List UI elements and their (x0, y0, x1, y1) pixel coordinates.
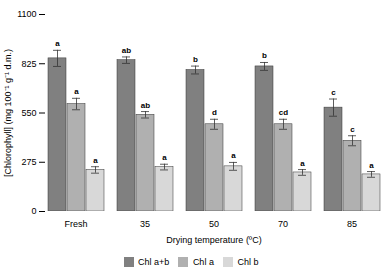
svg-text:85: 85 (347, 219, 357, 229)
svg-text:b: b (262, 51, 267, 60)
svg-text:c: c (331, 88, 336, 97)
svg-text:0: 0 (31, 206, 36, 216)
html-text:Chl b: Chl b (237, 256, 259, 267)
svg-text:a: a (300, 159, 305, 168)
svg-text:Drying temperature (ºC): Drying temperature (ºC) (166, 235, 261, 245)
svg-text:b: b (193, 55, 198, 64)
svg-text:ab: ab (122, 46, 131, 55)
svg-text:35: 35 (140, 219, 150, 229)
svg-text:a: a (93, 156, 98, 165)
svg-text:825: 825 (21, 59, 36, 69)
svg-text:d: d (212, 108, 217, 117)
html-text:Chl a: Chl a (192, 256, 214, 267)
svg-text:c: c (350, 125, 355, 134)
svg-text:1100: 1100 (17, 9, 36, 19)
svg-text:550: 550 (21, 108, 36, 118)
svg-text:[Chlorophyll] (mg 100⁻¹ g⁻¹ d.: [Chlorophyll] (mg 100⁻¹ g⁻¹ d.m.) (3, 49, 13, 177)
html-text:Chl a+b: Chl a+b (138, 256, 170, 267)
svg-text:275: 275 (21, 157, 36, 167)
svg-text:a: a (162, 153, 167, 162)
svg-text:ab: ab (141, 101, 150, 110)
svg-text:Fresh: Fresh (64, 219, 87, 229)
svg-text:70: 70 (278, 219, 288, 229)
svg-text:a: a (55, 39, 60, 48)
svg-text:50: 50 (209, 219, 219, 229)
svg-text:a: a (231, 151, 236, 160)
svg-text:a: a (369, 161, 374, 170)
svg-text:cd: cd (279, 108, 288, 117)
svg-text:a: a (74, 87, 79, 96)
